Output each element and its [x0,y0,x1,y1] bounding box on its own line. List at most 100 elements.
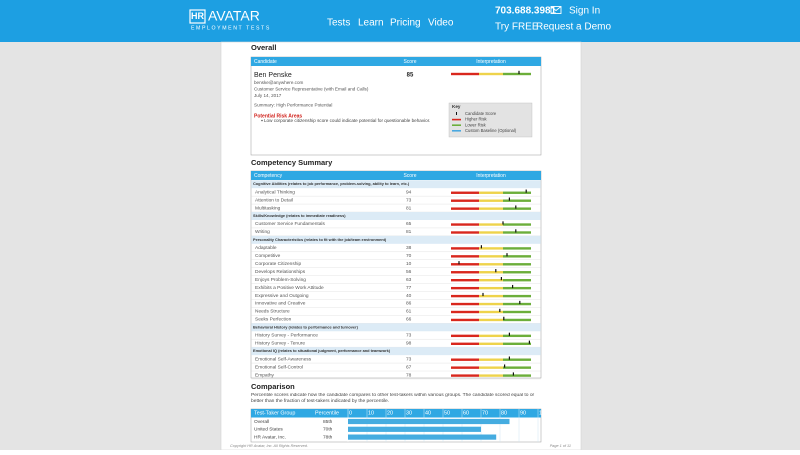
x-tick-label: 50 [444,411,450,417]
try-free[interactable]: Try FREE [495,22,539,33]
bar [348,418,510,425]
bar [348,434,497,440]
risk-mid [479,255,503,258]
risk-low [503,191,531,194]
nav-link[interactable]: Video [428,18,454,29]
score-marker [508,356,510,360]
competency-name: Attention to Detail [255,197,293,203]
risk-high [451,310,479,314]
risk-mid [479,366,503,369]
risk-low [503,255,531,258]
overall-bar [451,70,531,76]
competency-score: 56 [406,269,412,275]
x-tick-label: 80 [501,411,507,417]
key-item: Candidate Score [465,111,497,116]
bullet [261,119,263,122]
risk-mid [479,342,503,345]
risk-mid [479,191,503,194]
risk-low [503,294,531,298]
competency-score: 38 [406,245,412,251]
competency-name: Needs Structure [255,309,290,315]
key-title: Key [452,104,461,109]
risk-mid [479,231,503,234]
competency-name: Expressive and Outgoing [255,293,309,299]
risk-low [503,286,531,290]
mail-icon[interactable] [550,6,562,14]
description: Percentile scores indicate how the candi… [251,393,535,405]
page-number: Page 1 of 11 [550,444,571,448]
group-label: Cognitive Abilities (relates to job perf… [253,181,410,186]
competency-name: Seeks Perfection [255,317,292,323]
x-tick-label: 70 [482,411,488,417]
risk-mid [479,334,503,338]
group-row [251,323,541,332]
risk-high [451,72,479,76]
risk-high [451,263,479,266]
risk-high [451,302,479,306]
header-cell: Candidate [254,59,277,65]
risk-high [451,294,479,298]
key-item: Lower Risk [465,122,487,127]
risk-low [503,247,531,250]
section-heading: Competency Summary [251,158,333,167]
x-tick-label: 100 [539,411,548,417]
score-marker [515,205,517,209]
competency-score: 67 [406,364,412,370]
sign-in[interactable]: Sign In [569,6,600,17]
competency-score: 81 [406,229,412,235]
risk-mid [479,358,503,361]
risk-high [451,223,479,226]
nav-link[interactable]: Learn [358,18,384,29]
score-marker [495,269,497,273]
candidate-email: benske@anywhere.com [254,80,304,85]
risk-high [451,358,479,361]
competency-name: Enjoys Problem-Solving [255,277,306,283]
request-demo[interactable]: Request a Demo [536,22,611,33]
score-marker [512,284,514,289]
competency-name: Develops Relationships [255,269,306,275]
nav-link[interactable]: Tests [327,18,350,29]
header-cell: Interpretation [476,173,506,179]
competency-rows: Cognitive Abilities (relates to job perf… [251,180,541,380]
risk-mid [479,207,503,210]
competency-score: 73 [406,197,412,203]
risk-mid [479,247,503,250]
risk-low [503,279,531,282]
risk-low [503,199,531,202]
competency-score: 78 [406,372,412,378]
group-row [251,235,541,244]
risk-low [503,271,531,274]
score-marker [528,340,530,344]
nav-bar [0,0,800,42]
competency-score: 98 [406,340,412,346]
competency-score: 94 [406,189,412,195]
x-tick-label: 0 [349,411,352,417]
score-marker [458,261,460,265]
x-tick-label: 20 [387,411,393,417]
copyright: Copyright HR Avatar, Inc. All Rights Res… [230,444,308,448]
risk-mid [479,294,503,298]
score-marker [508,332,510,336]
competency-score: 10 [406,261,412,267]
score-marker [482,292,484,297]
risk-high [451,366,479,369]
nav-link[interactable]: Pricing [390,18,421,29]
risk-item-box: Low corporate citizenship score could in… [264,118,430,123]
risk-high [451,374,479,377]
competency-score: 70 [406,253,412,259]
risk-mid [479,199,503,202]
score-marker [519,300,521,305]
x-tick-label: 10 [368,411,374,417]
competency-score: 77 [406,285,412,291]
x-tick-label: 30 [406,411,412,417]
header-cell: Test-Taker Group [254,411,295,417]
overall-score: 85 [407,73,414,79]
risk-mid [479,279,503,282]
logo-badge-box [189,9,206,24]
risk-mid [479,374,503,377]
score-marker [504,364,506,368]
competency-score: 40 [406,293,412,299]
competency-name: Analytical Thinking [255,189,295,195]
